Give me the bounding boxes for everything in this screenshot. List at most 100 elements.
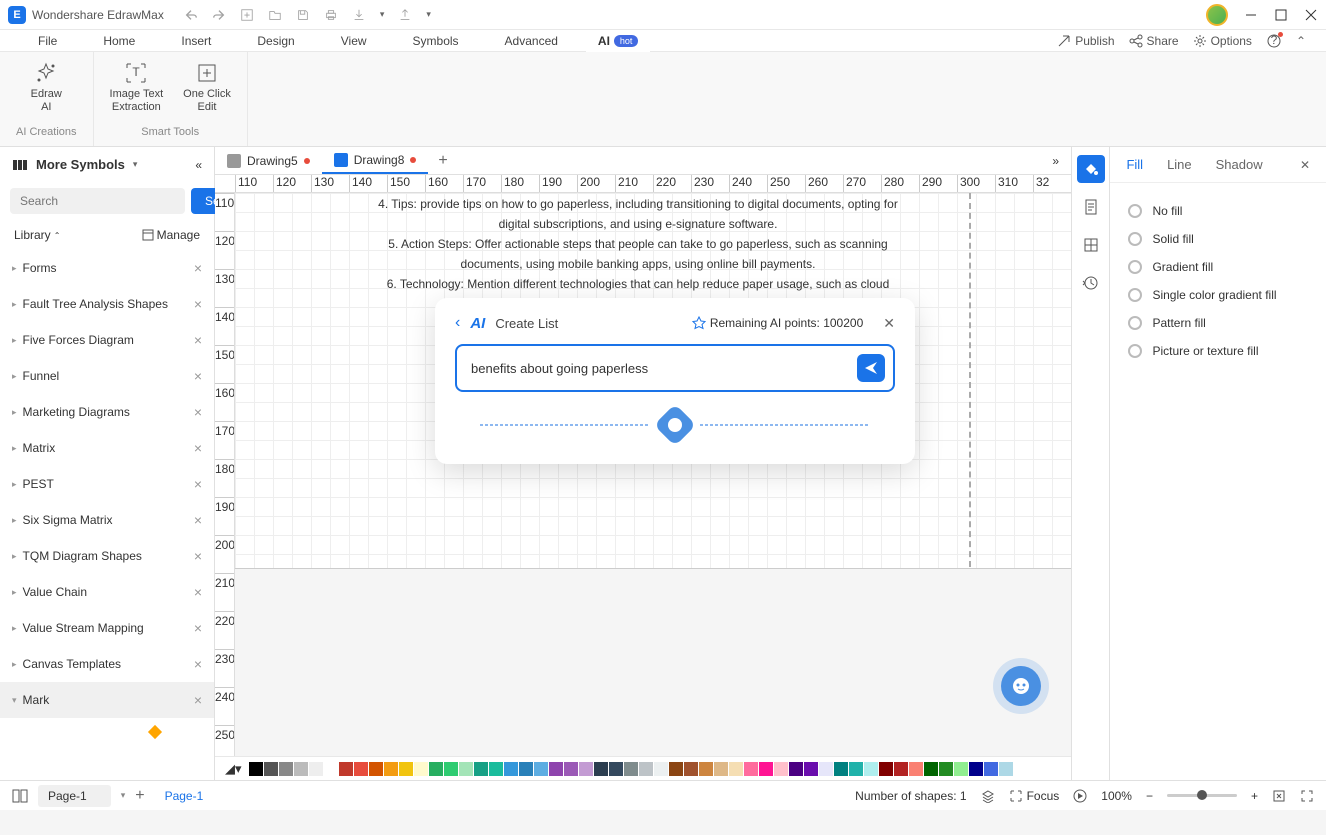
color-swatch[interactable] — [984, 762, 998, 776]
fill-single-gradient[interactable]: Single color gradient fill — [1128, 281, 1308, 309]
tab-fill[interactable]: Fill — [1126, 157, 1143, 172]
layer-tool-icon[interactable] — [1077, 231, 1105, 259]
fill-tool-icon[interactable] — [1077, 155, 1105, 183]
add-tab-button[interactable]: + — [428, 148, 457, 174]
open-icon[interactable] — [268, 8, 282, 22]
color-swatch[interactable] — [864, 762, 878, 776]
print-icon[interactable] — [324, 8, 338, 22]
library-toggle[interactable]: Library ⌃ — [14, 228, 60, 242]
color-swatch[interactable] — [639, 762, 653, 776]
back-icon[interactable]: ‹ — [455, 314, 460, 332]
close-icon[interactable]: × — [194, 404, 202, 420]
color-swatch[interactable] — [594, 762, 608, 776]
fill-pattern[interactable]: Pattern fill — [1128, 309, 1308, 337]
new-icon[interactable] — [240, 8, 254, 22]
chevron-down-icon[interactable]: ▾ — [133, 159, 138, 170]
color-swatch[interactable] — [309, 762, 323, 776]
lib-item-pest[interactable]: ▸PEST× — [0, 466, 214, 502]
mark-symbol[interactable] — [148, 725, 162, 739]
canvas[interactable]: 4. Tips: provide tips on how to go paper… — [235, 193, 1071, 756]
color-swatch[interactable] — [324, 762, 338, 776]
tab-line[interactable]: Line — [1167, 157, 1192, 172]
redo-icon[interactable] — [212, 8, 226, 22]
color-swatch[interactable] — [459, 762, 473, 776]
menu-home[interactable]: Home — [85, 32, 153, 50]
doc-tab-drawing5[interactable]: Drawing5 — [215, 147, 322, 174]
menu-design[interactable]: Design — [239, 32, 312, 50]
color-swatch[interactable] — [624, 762, 638, 776]
one-click-edit-button[interactable]: One Click Edit — [183, 60, 231, 114]
export-icon[interactable] — [352, 8, 366, 22]
color-swatch[interactable] — [909, 762, 923, 776]
color-swatch[interactable] — [969, 762, 983, 776]
color-swatch[interactable] — [849, 762, 863, 776]
close-icon[interactable] — [1304, 8, 1318, 22]
menu-ai[interactable]: AI hot — [586, 30, 651, 52]
color-swatch[interactable] — [879, 762, 893, 776]
collapse-sidebar-icon[interactable]: « — [195, 158, 202, 172]
ai-send-button[interactable] — [857, 354, 885, 382]
lib-item-five-forces[interactable]: ▸Five Forces Diagram× — [0, 322, 214, 358]
color-swatch[interactable] — [804, 762, 818, 776]
lib-item-fault-tree[interactable]: ▸Fault Tree Analysis Shapes× — [0, 286, 214, 322]
close-icon[interactable]: × — [194, 692, 202, 708]
focus-button[interactable]: Focus — [1009, 789, 1060, 803]
menu-view[interactable]: View — [323, 32, 385, 50]
close-icon[interactable]: × — [194, 548, 202, 564]
color-swatch[interactable] — [999, 762, 1013, 776]
menu-insert[interactable]: Insert — [163, 32, 229, 50]
options-button[interactable]: Options — [1193, 34, 1252, 48]
menu-advanced[interactable]: Advanced — [487, 32, 576, 50]
color-swatch[interactable] — [579, 762, 593, 776]
color-swatch[interactable] — [264, 762, 278, 776]
color-swatch[interactable] — [564, 762, 578, 776]
lib-item-value-stream[interactable]: ▸Value Stream Mapping× — [0, 610, 214, 646]
fill-gradient[interactable]: Gradient fill — [1128, 253, 1308, 281]
ai-points[interactable]: Remaining AI points: 100200 — [692, 316, 863, 330]
menu-symbols[interactable]: Symbols — [395, 32, 477, 50]
color-swatch[interactable] — [789, 762, 803, 776]
maximize-icon[interactable] — [1274, 8, 1288, 22]
close-icon[interactable]: × — [194, 296, 202, 312]
fill-no-fill[interactable]: No fill — [1128, 197, 1308, 225]
color-swatch[interactable] — [279, 762, 293, 776]
color-swatch[interactable] — [444, 762, 458, 776]
lib-item-funnel[interactable]: ▸Funnel× — [0, 358, 214, 394]
color-swatch[interactable] — [774, 762, 788, 776]
menu-file[interactable]: File — [20, 32, 75, 50]
ai-prompt-input[interactable] — [471, 361, 857, 376]
page-tab[interactable]: Page-1 — [155, 785, 214, 807]
color-swatch[interactable] — [549, 762, 563, 776]
zoom-in-button[interactable]: + — [1251, 789, 1258, 803]
color-swatch[interactable] — [834, 762, 848, 776]
lib-item-matrix[interactable]: ▸Matrix× — [0, 430, 214, 466]
color-swatch[interactable] — [924, 762, 938, 776]
undo-icon[interactable] — [184, 8, 198, 22]
page-dropdown-chevron[interactable]: ▾ — [121, 790, 126, 801]
lib-item-value-chain[interactable]: ▸Value Chain× — [0, 574, 214, 610]
color-swatch[interactable] — [369, 762, 383, 776]
color-swatch[interactable] — [939, 762, 953, 776]
publish-button[interactable]: Publish — [1057, 34, 1114, 48]
lib-item-mark[interactable]: ▾Mark× — [0, 682, 214, 718]
color-swatch[interactable] — [894, 762, 908, 776]
close-icon[interactable]: × — [194, 260, 202, 276]
fill-bucket-icon[interactable]: ◢▾ — [225, 761, 242, 777]
color-swatch[interactable] — [384, 762, 398, 776]
tab-shadow[interactable]: Shadow — [1216, 157, 1263, 172]
color-swatch[interactable] — [249, 762, 263, 776]
import-chevron-icon[interactable]: ▾ — [426, 9, 431, 20]
close-icon[interactable]: × — [194, 368, 202, 384]
ai-assistant-fab[interactable] — [1001, 666, 1041, 706]
add-page-button[interactable]: + — [135, 787, 144, 805]
zoom-slider[interactable] — [1167, 794, 1237, 797]
play-icon[interactable] — [1073, 789, 1087, 803]
color-swatch[interactable] — [489, 762, 503, 776]
minimize-icon[interactable] — [1244, 8, 1258, 22]
collapse-ribbon-icon[interactable]: ⌃ — [1296, 34, 1306, 48]
doc-tab-drawing8[interactable]: Drawing8 — [322, 147, 429, 174]
fit-icon[interactable] — [1272, 789, 1286, 803]
color-swatch[interactable] — [729, 762, 743, 776]
lib-item-six-sigma[interactable]: ▸Six Sigma Matrix× — [0, 502, 214, 538]
color-swatch[interactable] — [354, 762, 368, 776]
